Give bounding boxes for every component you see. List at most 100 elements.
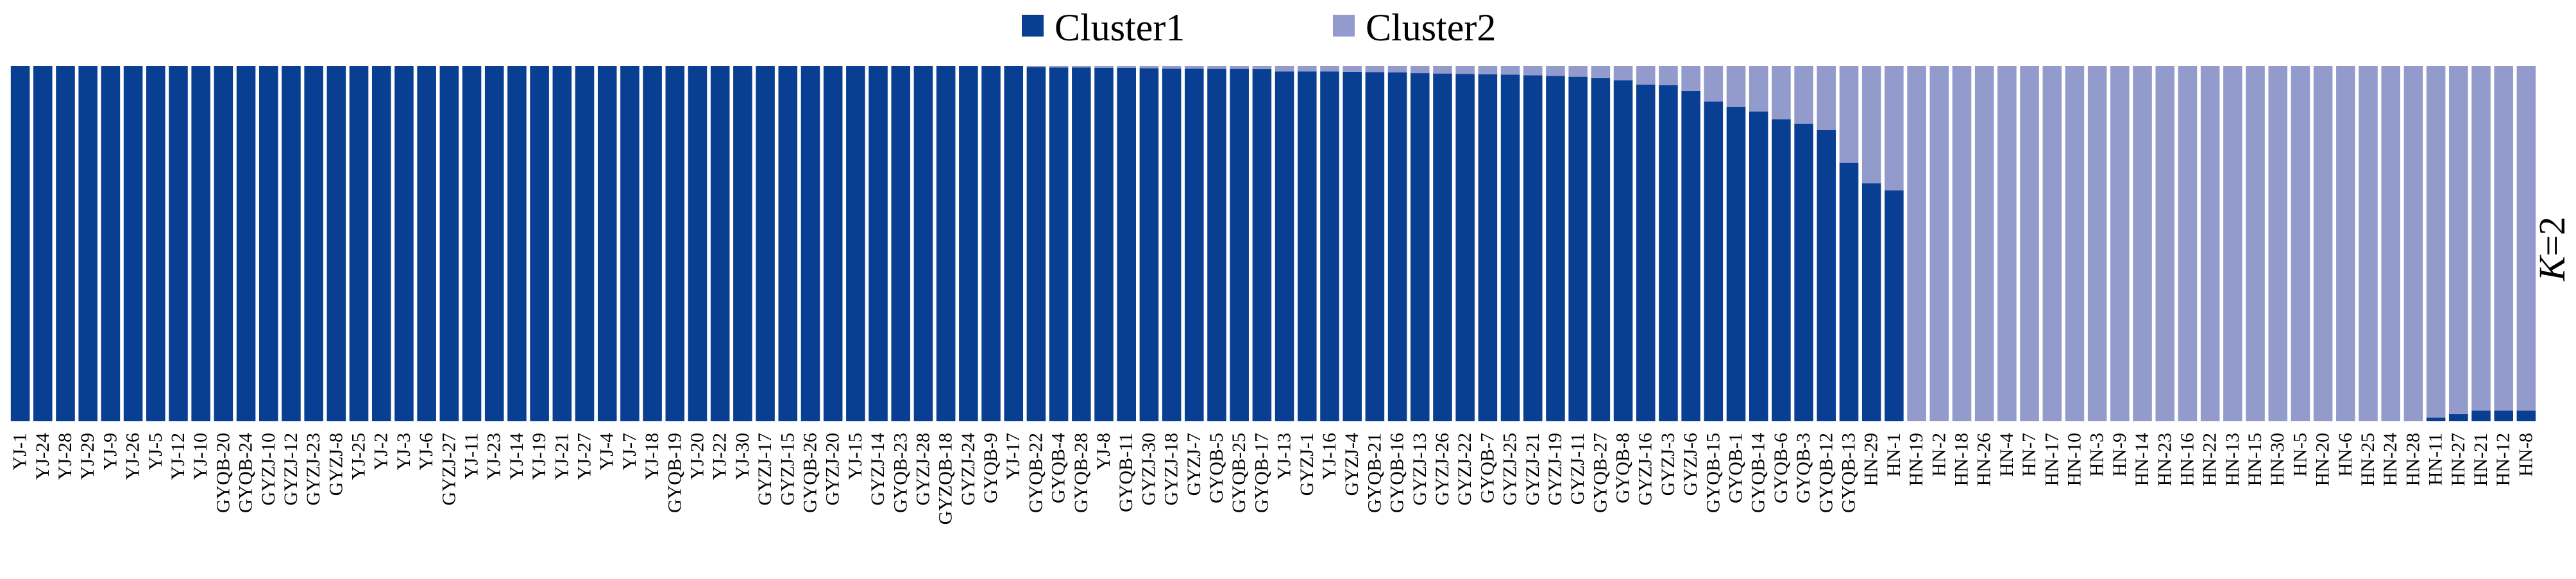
bar-cluster1-gyqb-27 xyxy=(1591,78,1611,422)
x-tick-label: GYZJ-13 xyxy=(1409,433,1430,505)
bar-cluster2-gyqb-7 xyxy=(1478,66,1498,74)
bar-cluster1-gyzj-19 xyxy=(1546,76,1565,421)
bar-cluster2-gyzj-7 xyxy=(1185,66,1204,69)
x-tick-label: YJ-1 xyxy=(10,433,31,470)
bar-cluster2-gyzj-21 xyxy=(1523,66,1543,76)
x-tick-label: GYZJ-19 xyxy=(1545,433,1566,505)
x-tick-label: HN-5 xyxy=(2289,433,2310,476)
x-tick-label: GYZJ-12 xyxy=(280,433,301,505)
bar-cluster1-gyqb-20 xyxy=(214,66,233,421)
bar-cluster2-gyqb-1 xyxy=(1726,66,1746,107)
bar-cluster1-gyqb-17 xyxy=(1252,69,1272,422)
bar-cluster1-yj-11 xyxy=(462,66,482,421)
x-tick-label: GYQB-9 xyxy=(980,433,1001,503)
x-tick-label: YJ-8 xyxy=(1093,433,1114,470)
bar-cluster1-hn-1 xyxy=(1885,190,1904,421)
bar-cluster2-gyzj-18 xyxy=(1162,66,1182,69)
x-tick-label: GYZJ-26 xyxy=(1432,433,1453,505)
bar-cluster1-gyzj-23 xyxy=(304,66,323,421)
x-tick-label: GYQB-15 xyxy=(1702,433,1724,513)
bar-cluster1-hn-8 xyxy=(2516,410,2536,421)
bar-cluster1-gyzj-8 xyxy=(326,66,346,421)
bar-cluster1-gyzj-1 xyxy=(1298,71,1317,421)
bar-cluster1-gyzj-12 xyxy=(282,66,301,421)
bar-cluster2-gyqb-16 xyxy=(1387,66,1407,72)
bar-cluster1-yj-2 xyxy=(371,66,391,421)
x-tick-label: GYZJ-25 xyxy=(1500,433,1521,505)
x-tick-label: HN-9 xyxy=(2109,433,2130,476)
bar-cluster1-gyzj-11 xyxy=(1568,76,1588,422)
x-tick-label: YJ-3 xyxy=(393,433,414,470)
bar-cluster1-gyzj-27 xyxy=(439,66,459,421)
bar-cluster2-hn-15 xyxy=(2246,66,2265,421)
bar-cluster1-gyqb-19 xyxy=(665,66,685,421)
x-tick-label: HN-13 xyxy=(2222,433,2243,486)
bar-cluster1-yj-8 xyxy=(1094,67,1114,421)
x-tick-label: YJ-16 xyxy=(1319,433,1340,480)
x-tick-label: HN-11 xyxy=(2425,433,2446,485)
x-tick-label: HN-24 xyxy=(2380,433,2401,486)
x-tick-label: HN-25 xyxy=(2357,433,2378,486)
bar-cluster1-gyzj-28 xyxy=(913,66,933,421)
x-tick-label: GYQB-12 xyxy=(1815,433,1836,513)
bar-cluster2-hn-21 xyxy=(2471,66,2491,411)
x-tick-label: GYQB-16 xyxy=(1387,433,1408,513)
x-tick-label: GYQB-13 xyxy=(1838,433,1860,513)
bar-cluster1-gyqb-26 xyxy=(801,66,820,421)
bar-cluster2-gyqb-12 xyxy=(1817,66,1836,130)
x-tick-label: GYQB-4 xyxy=(1048,433,1069,503)
bar-cluster1-gyqb-21 xyxy=(1365,72,1385,422)
bar-cluster2-yj-16 xyxy=(1320,66,1339,72)
bar-cluster1-gyqb-13 xyxy=(1839,162,1859,421)
legend-swatch-cluster1 xyxy=(1022,15,1044,37)
bar-cluster1-gyzj-13 xyxy=(1410,73,1430,421)
bar-cluster2-hn-4 xyxy=(1997,66,2017,421)
x-tick-label: GYQB-21 xyxy=(1364,433,1385,513)
bar-cluster1-gyqb-3 xyxy=(1794,123,1813,421)
x-tick-label: GYQB-20 xyxy=(212,433,233,513)
bar-cluster1-gyzj-26 xyxy=(1433,73,1452,421)
bar-cluster1-gyqb-11 xyxy=(1117,67,1136,421)
x-tick-label: YJ-18 xyxy=(641,433,663,480)
bar-cluster2-gyzj-16 xyxy=(1636,66,1656,85)
x-tick-label: GYQB-3 xyxy=(1793,433,1814,503)
bar-cluster2-gyqb-17 xyxy=(1252,66,1272,69)
bar-cluster1-gyqb-23 xyxy=(891,66,911,421)
bar-cluster1-yj-5 xyxy=(146,66,165,421)
bar-cluster1-hn-11 xyxy=(2426,417,2446,421)
bar-cluster1-gyzj-18 xyxy=(1162,68,1182,421)
x-tick-label: HN-20 xyxy=(2312,433,2334,486)
bar-cluster2-hn-8 xyxy=(2516,66,2536,411)
bar-cluster2-gyqb-14 xyxy=(1749,66,1768,112)
x-tick-label: YJ-22 xyxy=(709,433,731,480)
x-tick-label: GYZJ-27 xyxy=(438,433,459,505)
x-tick-label: YJ-13 xyxy=(1274,433,1295,480)
bar-cluster2-hn-25 xyxy=(2359,66,2378,421)
x-tick-label: YJ-23 xyxy=(484,433,505,480)
legend: Cluster1 Cluster2 xyxy=(1022,6,1496,49)
x-tick-label: HN-4 xyxy=(1996,433,2017,476)
bar-cluster2-hn-18 xyxy=(1952,66,1972,421)
bar-cluster2-gyqb-6 xyxy=(1772,66,1791,120)
x-tick-label: GYZJ-8 xyxy=(325,433,346,496)
bar-cluster2-gyqb-5 xyxy=(1207,66,1226,69)
bar-cluster2-gyzj-25 xyxy=(1500,66,1520,75)
bar-cluster2-hn-13 xyxy=(2223,66,2242,421)
bar-cluster2-yj-8 xyxy=(1094,66,1114,68)
bar-cluster2-hn-28 xyxy=(2403,66,2423,421)
bar-cluster1-yj-29 xyxy=(78,66,97,421)
bar-cluster2-gyqb-8 xyxy=(1613,66,1633,81)
x-tick-label: GYZJ-24 xyxy=(958,433,979,505)
bar-cluster1-yj-3 xyxy=(394,66,414,421)
x-tick-label: GYZJ-28 xyxy=(912,433,933,505)
bar-cluster1-yj-21 xyxy=(552,66,572,421)
bar-cluster2-hn-10 xyxy=(2065,66,2085,421)
bar-cluster1-gyqb-1 xyxy=(1726,106,1746,421)
x-tick-label: GYZQB-18 xyxy=(935,433,956,524)
x-tick-label: YJ-12 xyxy=(167,433,189,480)
x-tick-label: HN-16 xyxy=(2176,433,2198,486)
bar-cluster2-gyzj-22 xyxy=(1455,66,1475,74)
bar-cluster1-gyqb-25 xyxy=(1230,69,1249,422)
x-tick-label: GYQB-23 xyxy=(890,433,911,513)
bar-cluster1-gyzj-10 xyxy=(258,66,278,421)
